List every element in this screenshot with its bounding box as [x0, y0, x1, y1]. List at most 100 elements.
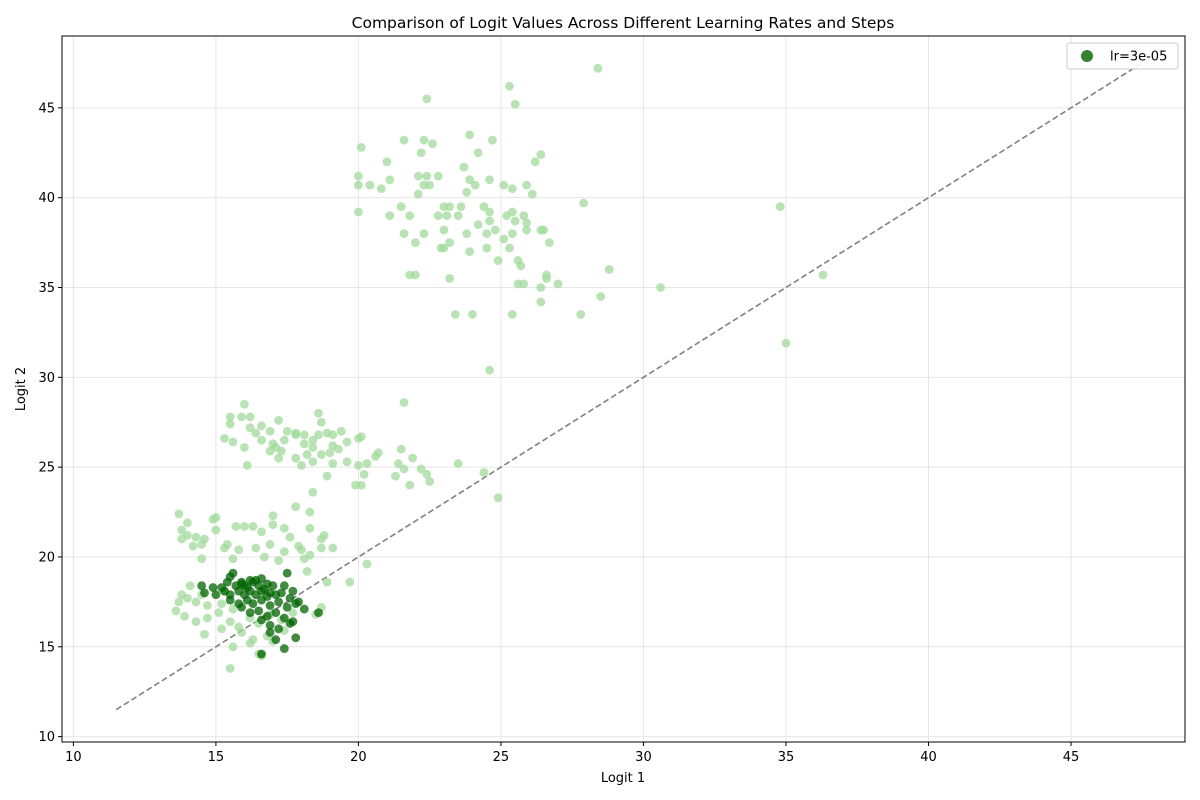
data-point [265, 601, 275, 610]
data-point [271, 608, 281, 618]
data-point [356, 142, 366, 152]
x-tick-label: 35 [778, 750, 795, 765]
data-point [222, 577, 232, 587]
data-point [328, 543, 338, 553]
data-point [411, 270, 420, 280]
data-point [274, 416, 284, 425]
data-point [299, 554, 309, 564]
data-point [519, 211, 529, 221]
data-point [257, 527, 266, 537]
data-point [408, 453, 417, 463]
x-tick-label: 15 [208, 750, 225, 765]
data-point [456, 202, 466, 212]
data-point [544, 238, 554, 247]
data-point [297, 460, 306, 470]
data-point [257, 649, 266, 659]
data-point [354, 180, 363, 190]
data-point [325, 448, 335, 458]
data-point [245, 638, 255, 648]
data-point [291, 502, 301, 512]
x-axis-label: Logit 1 [601, 771, 645, 786]
data-point [185, 581, 195, 591]
points-layer [171, 63, 828, 673]
data-point [277, 446, 286, 456]
data-point [251, 543, 261, 553]
data-point [425, 477, 435, 486]
data-point [211, 525, 221, 535]
data-point [487, 135, 497, 145]
data-point [385, 175, 395, 185]
data-point [277, 588, 286, 598]
data-point [328, 459, 338, 468]
data-point [459, 162, 469, 172]
data-point [268, 511, 278, 521]
data-point [656, 283, 665, 292]
data-point [527, 189, 537, 199]
data-point [351, 480, 360, 490]
data-point [479, 468, 489, 477]
data-point [208, 583, 218, 592]
data-point [482, 229, 492, 239]
data-point [285, 593, 295, 603]
x-tick-label: 40 [920, 750, 937, 765]
data-point [499, 180, 509, 190]
y-tick-label: 15 [38, 640, 55, 655]
data-point [433, 171, 443, 181]
data-point [183, 593, 192, 603]
data-point [354, 171, 363, 181]
data-point [197, 539, 207, 549]
data-point [279, 435, 289, 445]
data-point [240, 522, 249, 531]
data-point [262, 579, 272, 589]
data-point [308, 487, 318, 497]
data-point [428, 139, 437, 149]
data-point [228, 568, 238, 578]
data-point [391, 471, 400, 481]
data-point [385, 211, 395, 221]
data-point [576, 310, 586, 319]
data-point [225, 419, 235, 429]
data-point [285, 619, 295, 628]
reference-line-layer [115, 62, 1143, 711]
data-point [314, 408, 323, 418]
data-point [470, 180, 480, 190]
data-point [373, 448, 383, 458]
data-point [316, 417, 326, 427]
data-point [234, 545, 244, 555]
data-point [493, 493, 503, 503]
data-point [505, 81, 514, 91]
data-point [485, 175, 494, 185]
data-point [396, 202, 406, 212]
data-point [248, 522, 258, 531]
data-point [274, 624, 284, 634]
data-point [436, 243, 446, 253]
data-point [268, 520, 278, 530]
plot-frame [61, 35, 1186, 743]
data-point [354, 460, 363, 470]
data-point [485, 216, 494, 226]
data-point [530, 157, 540, 167]
data-point [405, 211, 415, 221]
data-point [299, 604, 309, 614]
data-point [507, 229, 517, 239]
data-point [299, 430, 309, 440]
series-0 [171, 63, 828, 673]
data-point [422, 171, 432, 181]
data-point [217, 599, 227, 609]
data-point [482, 243, 492, 253]
data-point [416, 148, 426, 158]
data-point [271, 635, 281, 645]
data-point [254, 606, 264, 616]
data-point [291, 633, 301, 643]
data-point [522, 225, 531, 235]
data-point [328, 430, 338, 440]
data-point [781, 338, 791, 348]
data-point [237, 628, 246, 637]
data-point [775, 202, 785, 212]
data-point [211, 513, 221, 522]
data-point [362, 559, 372, 569]
legend-box [1066, 42, 1179, 70]
data-point [465, 247, 474, 256]
data-point [288, 608, 298, 618]
data-point [225, 595, 235, 605]
